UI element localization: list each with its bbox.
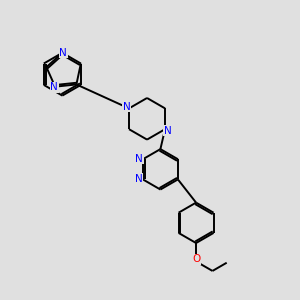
Text: N: N xyxy=(123,102,130,112)
Text: N: N xyxy=(136,154,143,164)
Text: O: O xyxy=(192,254,200,264)
Text: N: N xyxy=(135,174,142,184)
Text: N: N xyxy=(59,47,67,58)
Text: N: N xyxy=(164,126,171,136)
Text: N: N xyxy=(50,82,58,92)
